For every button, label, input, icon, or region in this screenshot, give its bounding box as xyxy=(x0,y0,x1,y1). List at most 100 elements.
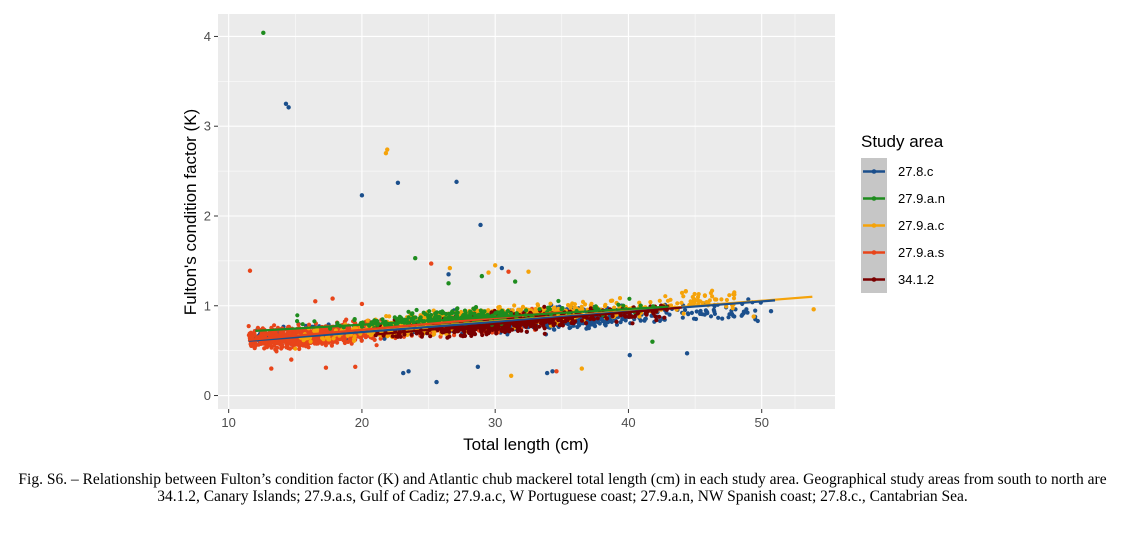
data-point xyxy=(351,338,357,343)
data-point xyxy=(280,329,286,335)
data-point xyxy=(727,293,732,298)
data-point xyxy=(586,326,592,331)
data-point xyxy=(398,315,403,320)
data-point xyxy=(452,333,457,338)
data-point xyxy=(679,300,684,305)
data-point xyxy=(719,297,724,302)
data-point xyxy=(486,331,491,336)
data-point-outlier xyxy=(486,270,491,275)
data-point-outlier xyxy=(330,296,335,301)
data-point xyxy=(428,334,433,339)
data-point xyxy=(296,322,301,327)
data-point xyxy=(284,343,290,348)
data-point xyxy=(740,312,745,317)
data-point xyxy=(306,322,312,327)
data-point xyxy=(602,304,608,309)
data-point xyxy=(394,334,399,339)
data-point xyxy=(406,309,411,314)
data-point xyxy=(654,318,659,323)
data-point xyxy=(730,311,735,317)
data-point xyxy=(314,337,319,342)
data-point xyxy=(597,321,602,326)
data-point-outlier xyxy=(554,369,559,374)
data-point xyxy=(494,327,500,332)
grid-major xyxy=(218,14,835,409)
data-point xyxy=(572,302,578,307)
data-point xyxy=(390,334,395,339)
y-tick-label: 1 xyxy=(204,298,211,313)
data-point xyxy=(374,343,379,348)
scatter-chart: 10 20 30 40 50 0 1 2 3 4 Total length (cm) Fulto… xyxy=(181,14,945,454)
data-point xyxy=(694,309,699,314)
data-point xyxy=(454,307,459,312)
data-point xyxy=(264,344,269,349)
data-point xyxy=(559,307,564,312)
data-point xyxy=(382,336,387,341)
data-point xyxy=(560,323,566,328)
data-point xyxy=(614,319,619,324)
data-point xyxy=(724,304,729,309)
data-point-outlier xyxy=(323,365,329,370)
x-tick-label: 20 xyxy=(355,415,369,430)
data-point xyxy=(505,308,510,314)
data-point xyxy=(571,321,576,326)
data-point xyxy=(262,331,267,336)
data-point xyxy=(519,328,524,333)
data-point xyxy=(680,315,685,320)
data-point xyxy=(273,347,278,352)
data-point xyxy=(688,299,693,304)
data-point xyxy=(591,317,597,322)
data-point xyxy=(533,323,538,328)
data-point-outlier xyxy=(395,180,401,185)
data-point xyxy=(653,314,658,319)
legend-dot xyxy=(871,196,877,201)
data-point xyxy=(447,334,452,339)
data-point xyxy=(556,298,561,304)
data-point xyxy=(712,297,718,302)
data-point xyxy=(681,311,686,316)
data-point xyxy=(442,329,447,334)
data-point xyxy=(539,321,545,326)
data-point xyxy=(542,331,547,336)
data-point xyxy=(583,321,589,326)
fit-line xyxy=(375,306,682,336)
data-point xyxy=(627,296,632,301)
data-point xyxy=(668,297,673,302)
fit-line xyxy=(255,305,669,332)
data-point xyxy=(514,311,519,316)
data-point xyxy=(280,339,285,345)
data-point xyxy=(616,302,621,307)
data-point-outlier xyxy=(526,269,531,274)
data-point xyxy=(603,323,608,328)
data-point xyxy=(551,327,557,332)
data-point xyxy=(695,294,701,300)
data-point-outlier xyxy=(811,307,816,312)
data-point xyxy=(295,313,300,318)
data-point xyxy=(321,340,326,345)
data-point xyxy=(384,314,389,319)
data-point xyxy=(648,300,653,305)
legend: Study area 27.8.c 27.9.a.n 27.9.a.c 27.9.a.… xyxy=(861,132,945,293)
data-point xyxy=(610,314,615,319)
data-point xyxy=(385,334,390,339)
data-point xyxy=(417,316,422,321)
data-point xyxy=(683,307,688,313)
data-point xyxy=(466,327,471,332)
data-point xyxy=(260,340,265,345)
data-point xyxy=(621,303,626,308)
data-point-outlier xyxy=(313,299,318,304)
data-point xyxy=(546,305,551,310)
data-point xyxy=(542,304,547,309)
fit-line xyxy=(248,299,776,342)
data-point xyxy=(331,336,336,341)
data-point xyxy=(575,324,580,330)
data-point xyxy=(253,343,258,348)
data-point xyxy=(392,315,397,320)
data-point-outlier xyxy=(479,273,485,279)
data-point xyxy=(537,307,542,312)
data-point xyxy=(455,310,460,315)
data-point xyxy=(272,323,277,328)
data-point xyxy=(456,328,461,333)
legend-dot xyxy=(871,250,877,255)
y-tick-label: 3 xyxy=(204,119,211,134)
